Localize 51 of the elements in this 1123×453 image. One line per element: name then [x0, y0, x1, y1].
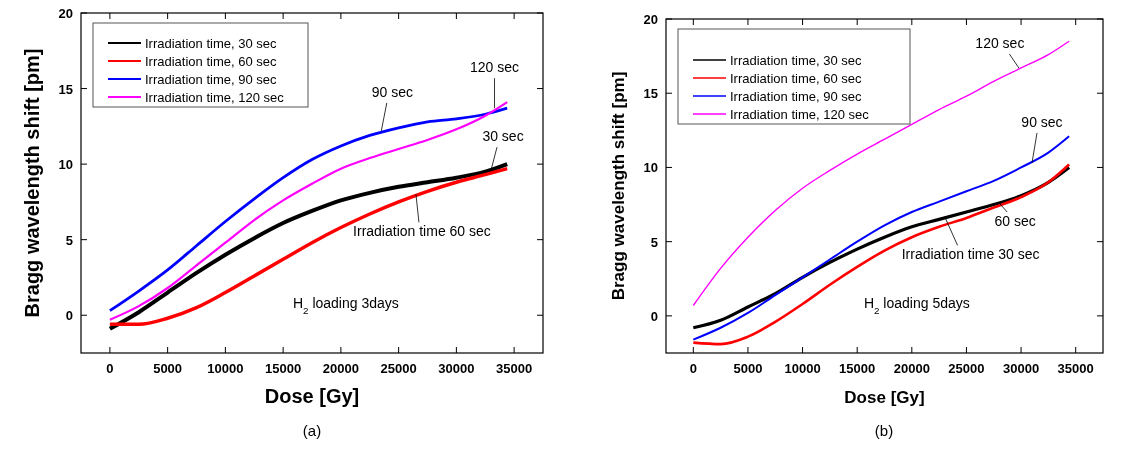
x-tick-label: 25000: [948, 361, 985, 376]
legend-label: Irradiation time, 120 sec: [145, 90, 285, 105]
x-axis-title: Dose [Gy]: [844, 388, 925, 407]
annotation: 60 sec: [994, 213, 1036, 230]
x-tick-label: 10000: [207, 361, 244, 376]
x-tick-label: 20000: [893, 361, 930, 376]
y-tick-label: 5: [650, 234, 658, 250]
y-tick-label: 15: [58, 81, 73, 97]
annotation: 90 sec: [371, 83, 413, 100]
legend-label: Irradiation time, 90 sec: [730, 89, 862, 104]
annotation: H$_{2}$ loading 5days: [863, 295, 970, 316]
y-tick-label: 20: [58, 6, 73, 21]
legend-label: Irradiation time, 90 sec: [145, 72, 277, 87]
y-tick-label: 0: [650, 308, 658, 324]
x-tick-label: 15000: [265, 361, 302, 376]
annotation: 120 sec: [975, 34, 1025, 51]
x-tick-label: 25000: [380, 361, 417, 376]
annotation: 120 sec: [469, 59, 520, 76]
annotation: 30 sec: [482, 128, 524, 145]
y-tick-label: 10: [643, 160, 658, 176]
legend-label: Irradiation time, 60 sec: [730, 71, 862, 86]
y-axis-title: Bragg wavelength shift [pm]: [21, 48, 43, 318]
y-tick-label: 15: [643, 86, 658, 102]
legend-label: Irradiation time, 30 sec: [730, 53, 862, 68]
x-tick-label: 20000: [322, 361, 359, 376]
legend-label: Irradiation time, 30 sec: [145, 36, 277, 51]
x-tick-label: 5000: [153, 361, 183, 376]
x-tick-label: 10000: [784, 361, 821, 376]
x-tick-label: 0: [689, 361, 697, 376]
y-tick-label: 10: [58, 157, 73, 173]
x-axis-title: Dose [Gy]: [264, 385, 360, 407]
y-tick-label: 0: [65, 308, 73, 324]
x-tick-label: 30000: [1002, 361, 1040, 376]
annotation: 90 sec: [1021, 113, 1063, 130]
y-tick-label: 20: [643, 12, 658, 27]
text: (a): [302, 422, 322, 439]
annotation: H$_{2}$ loading 3days: [292, 294, 399, 316]
y-axis-title: Bragg wavelength shift [pm]: [609, 71, 628, 301]
annotation: Irradiation time 60 sec: [353, 223, 491, 240]
x-tick-label: 30000: [438, 361, 475, 376]
x-tick-label: 0: [106, 361, 114, 376]
legend-label: Irradiation time, 60 sec: [145, 54, 277, 69]
text: (b): [874, 422, 894, 439]
x-tick-label: 5000: [733, 361, 763, 376]
annotation: Irradiation time 30 sec: [901, 246, 1040, 263]
legend-label: Irradiation time, 120 sec: [730, 107, 870, 122]
y-tick-label: 5: [65, 232, 73, 248]
x-tick-label: 35000: [1057, 361, 1094, 376]
line-series: [692, 135, 1071, 341]
x-tick-label: 15000: [839, 361, 876, 376]
x-tick-label: 35000: [496, 361, 533, 376]
